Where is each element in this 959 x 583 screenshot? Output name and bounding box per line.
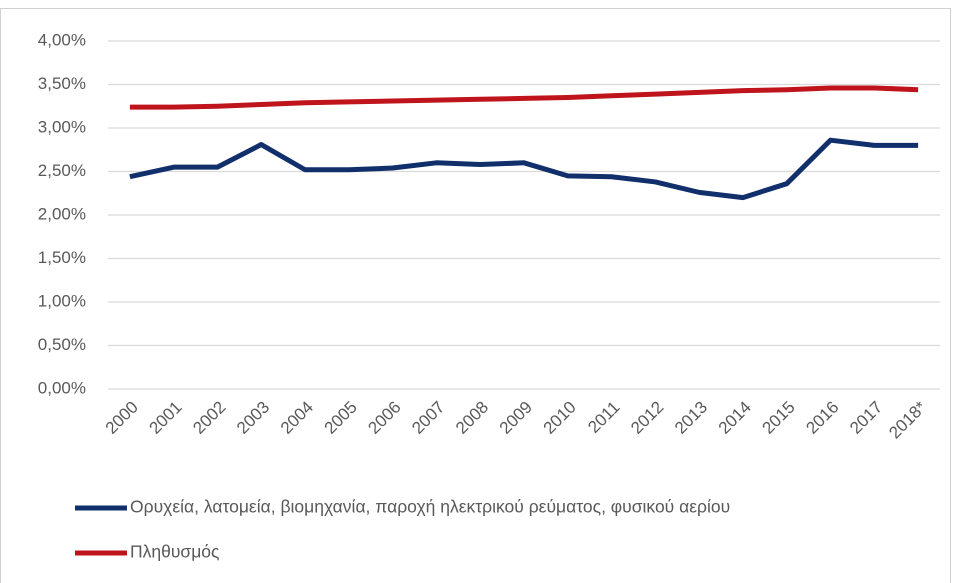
x-tick-label: 2007	[408, 398, 448, 438]
y-tick-label: 1,00%	[38, 291, 86, 310]
x-tick-label: 2008	[452, 398, 492, 438]
x-tick-label: 2006	[364, 398, 404, 438]
y-tick-label: 3,00%	[38, 117, 86, 136]
x-tick-label: 2017	[846, 398, 886, 438]
x-tick-label: 2001	[146, 398, 186, 438]
y-tick-label: 0,50%	[38, 335, 86, 354]
x-tick-label: 2004	[277, 398, 317, 438]
y-tick-label: 4,00%	[38, 30, 86, 49]
y-tick-label: 2,50%	[38, 161, 86, 180]
legend-label: Ορυχεία, λατομεία, βιομηχανία, παροχή ηλ…	[130, 497, 730, 517]
legend-label: Πληθυσμός	[130, 542, 219, 562]
x-tick-label: 2016	[802, 398, 842, 438]
x-tick-label: 2014	[715, 398, 755, 438]
data-line	[129, 85, 919, 110]
x-tick-label: 2010	[540, 398, 580, 438]
x-tick-label: 2012	[627, 398, 667, 438]
x-tick-label: 2015	[759, 398, 799, 438]
x-tick-label: 2000	[102, 398, 142, 438]
x-tick-label: 2013	[671, 398, 711, 438]
x-tick-label: 2003	[233, 398, 273, 438]
x-tick-label: 2005	[321, 398, 361, 438]
y-tick-label: 1,50%	[38, 248, 86, 267]
chart-frame	[0, 8, 951, 583]
y-tick-label: 3,50%	[38, 74, 86, 93]
x-tick-label: 2002	[189, 398, 229, 438]
x-tick-label: 2018*	[885, 397, 930, 442]
data-line	[129, 137, 919, 201]
y-tick-label: 0,00%	[38, 378, 86, 397]
x-tick-label: 2009	[496, 398, 536, 438]
y-tick-label: 2,00%	[38, 204, 86, 223]
x-tick-label: 2011	[584, 398, 623, 437]
